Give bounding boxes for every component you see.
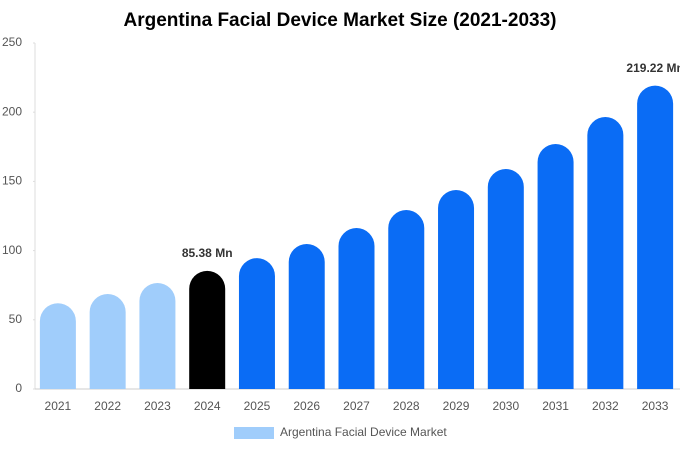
- bar: [388, 210, 425, 389]
- bar: [487, 168, 524, 389]
- x-tick-label: 2021: [45, 399, 72, 413]
- x-tick-label: 2028: [393, 399, 420, 413]
- y-tick-label: 0: [15, 381, 22, 395]
- y-tick-label: 150: [2, 174, 22, 188]
- x-tick-label: 2025: [244, 399, 271, 413]
- chart-title: Argentina Facial Device Market Size (202…: [124, 10, 557, 31]
- x-tick-label: 2033: [642, 399, 669, 413]
- x-tick-label: 2026: [293, 399, 320, 413]
- bar: [288, 243, 325, 389]
- y-tick-label: 250: [2, 35, 22, 49]
- bar: [537, 144, 574, 389]
- x-tick-label: 2032: [592, 399, 619, 413]
- data-label: 219.22 Mn: [626, 61, 680, 75]
- x-tick-label: 2029: [443, 399, 470, 413]
- bar: [189, 270, 226, 389]
- bar: [89, 294, 126, 389]
- bar: [238, 258, 275, 389]
- bar: [587, 117, 624, 389]
- y-tick-label: 50: [9, 312, 23, 326]
- bar: [139, 282, 176, 389]
- bar: [637, 85, 674, 389]
- legend-swatch: [234, 427, 274, 439]
- y-tick-label: 200: [2, 104, 22, 118]
- x-tick-label: 2027: [343, 399, 370, 413]
- y-tick-label: 100: [2, 243, 22, 257]
- bar: [438, 189, 475, 389]
- x-tick-label: 2030: [492, 399, 519, 413]
- x-tick-label: 2031: [542, 399, 569, 413]
- x-tick-label: 2022: [94, 399, 121, 413]
- x-tick-label: 2023: [144, 399, 171, 413]
- bar: [39, 303, 76, 389]
- x-tick-label: 2024: [194, 399, 221, 413]
- legend-label: Argentina Facial Device Market: [280, 425, 447, 439]
- data-label: 85.38 Mn: [182, 246, 233, 260]
- bar: [338, 228, 375, 389]
